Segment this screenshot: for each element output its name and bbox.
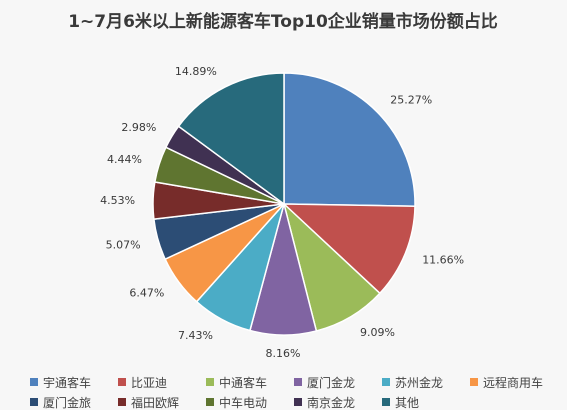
- legend-label-4: 苏州金龙: [395, 375, 443, 390]
- pie-slice-10: [177, 72, 285, 206]
- legend-swatch-1: [118, 378, 126, 386]
- legend-swatch-9: [294, 398, 302, 406]
- data-label-4: 7.43%: [178, 329, 213, 342]
- data-label-5: 6.47%: [129, 287, 164, 300]
- legend-item-4: 苏州金龙: [382, 375, 443, 390]
- legend-swatch-0: [30, 378, 38, 386]
- legend-label-9: 南京金龙: [307, 395, 355, 410]
- pie-slices: [152, 72, 416, 336]
- legend-label-0: 宇通客车: [43, 375, 91, 390]
- pie-slice-1: [282, 203, 416, 295]
- data-label-1: 11.66%: [422, 254, 464, 267]
- legend-label-10: 其他: [395, 396, 419, 410]
- pie-data-labels: 25.27% 11.66% 9.09% 8.16% 7.43% 6.47% 5.07% 4.5…: [100, 65, 464, 360]
- legend-label-3: 厦门金龙: [307, 375, 355, 390]
- legend-swatch-2: [206, 378, 214, 386]
- data-label-3: 8.16%: [266, 347, 301, 360]
- legend-item-9: 南京金龙: [294, 395, 355, 410]
- chart-title: 1~7月6米以上新能源客车Top10企业销量市场份额占比: [68, 11, 498, 32]
- legend-item-10: 其他: [382, 396, 419, 410]
- legend-swatch-4: [382, 378, 390, 386]
- legend-swatch-7: [118, 398, 126, 406]
- data-label-8: 4.44%: [107, 153, 142, 166]
- data-label-10: 14.89%: [175, 65, 217, 78]
- legend-item-0: 宇通客车: [30, 375, 91, 390]
- legend-item-3: 厦门金龙: [294, 375, 355, 390]
- legend-label-7: 福田欧辉: [131, 395, 179, 410]
- legend-label-2: 中通客车: [219, 375, 267, 390]
- legend-item-8: 中车电动: [206, 395, 267, 410]
- data-label-0: 25.27%: [390, 94, 432, 107]
- legend-swatch-3: [294, 378, 302, 386]
- legend-item-7: 福田欧辉: [118, 395, 179, 410]
- legend-label-6: 厦门金旅: [43, 395, 91, 410]
- legend-item-1: 比亚迪: [118, 376, 167, 390]
- pie-slice-0: [283, 72, 416, 208]
- legend-item-5: 远程商用车: [470, 375, 543, 390]
- legend-item-2: 中通客车: [206, 375, 267, 390]
- data-label-6: 5.07%: [106, 239, 141, 252]
- legend-swatch-8: [206, 398, 214, 406]
- data-label-2: 9.09%: [360, 326, 395, 339]
- data-label-7: 4.53%: [100, 194, 135, 207]
- legend-swatch-6: [30, 398, 38, 406]
- legend-swatch-5: [470, 378, 478, 386]
- legend-swatch-10: [382, 398, 390, 406]
- legend-label-5: 远程商用车: [483, 375, 543, 390]
- legend-label-1: 比亚迪: [131, 376, 167, 390]
- data-label-9: 2.98%: [121, 121, 156, 134]
- legend-item-6: 厦门金旅: [30, 395, 91, 410]
- legend-label-8: 中车电动: [219, 395, 267, 410]
